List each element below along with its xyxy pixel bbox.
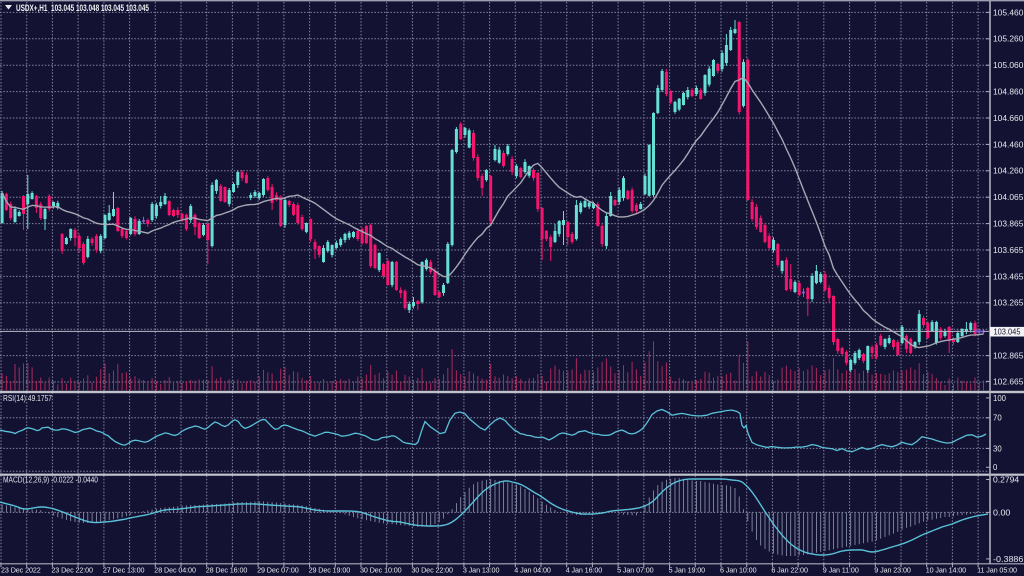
svg-text:4 Jan 16:00: 4 Jan 16:00 (566, 566, 603, 575)
svg-text:23 Dec 22:00: 23 Dec 22:00 (51, 566, 93, 575)
svg-text:3 Jan 13:00: 3 Jan 13:00 (463, 566, 500, 575)
svg-text:6 Jan 22:00: 6 Jan 22:00 (771, 566, 808, 575)
svg-text:10 Jan 14:00: 10 Jan 14:00 (926, 566, 966, 575)
svg-text:103.465: 103.465 (993, 272, 1024, 281)
svg-text:9 Jan 23:00: 9 Jan 23:00 (874, 566, 911, 575)
svg-text:104.660: 104.660 (993, 114, 1024, 123)
svg-text:4 Jan 04:00: 4 Jan 04:00 (514, 566, 551, 575)
svg-text:105.260: 105.260 (993, 35, 1024, 44)
svg-text:104.260: 104.260 (993, 167, 1024, 176)
svg-text:103.865: 103.865 (993, 220, 1024, 229)
svg-text:102.665: 102.665 (993, 377, 1024, 386)
svg-text:6 Jan 10:00: 6 Jan 10:00 (720, 566, 757, 575)
svg-text:29 Dec 19:00: 29 Dec 19:00 (309, 566, 351, 575)
svg-text:0.2794: 0.2794 (993, 475, 1020, 484)
svg-text:MACD(12,26,9) -0.0222 -0.0440: MACD(12,26,9) -0.0222 -0.0440 (3, 476, 99, 485)
svg-text:103.265: 103.265 (993, 299, 1024, 308)
svg-text:5 Jan 07:00: 5 Jan 07:00 (617, 566, 654, 575)
svg-text:30: 30 (993, 444, 1002, 453)
svg-text:104.860: 104.860 (993, 88, 1024, 97)
svg-text:100: 100 (993, 394, 1006, 403)
svg-text:11 Jan 05:00: 11 Jan 05:00 (977, 566, 1017, 575)
svg-text:-0.3886: -0.3886 (993, 555, 1024, 564)
svg-text:9 Jan 11:00: 9 Jan 11:00 (823, 566, 859, 575)
svg-text:103.045: 103.045 (994, 327, 1021, 336)
svg-text:0: 0 (993, 463, 998, 472)
svg-text:104.065: 104.065 (993, 193, 1024, 202)
svg-text:28 Dec 04:00: 28 Dec 04:00 (154, 566, 196, 575)
svg-text:104.460: 104.460 (993, 140, 1024, 149)
svg-text:70: 70 (993, 414, 1002, 423)
svg-text:30 Dec 22:00: 30 Dec 22:00 (411, 566, 453, 575)
svg-text:23 Dec 2022: 23 Dec 2022 (1, 566, 41, 575)
svg-text:RSI(14) 49.1757: RSI(14) 49.1757 (3, 394, 52, 403)
svg-text:30 Dec 10:00: 30 Dec 10:00 (360, 566, 402, 575)
svg-text:27 Dec 13:00: 27 Dec 13:00 (103, 566, 145, 575)
svg-text:102.865: 102.865 (993, 352, 1024, 361)
svg-text:0.00: 0.00 (993, 508, 1011, 517)
svg-text:29 Dec 07:00: 29 Dec 07:00 (257, 566, 299, 575)
svg-text:105.460: 105.460 (993, 8, 1024, 17)
svg-text:105.060: 105.060 (993, 61, 1024, 70)
svg-text:USDX+,H1 103.045 103.048 103.: USDX+,H1 103.045 103.048 103.045 103.045 (16, 3, 149, 13)
svg-text:5 Jan 19:00: 5 Jan 19:00 (669, 566, 706, 575)
svg-text:28 Dec 16:00: 28 Dec 16:00 (206, 566, 248, 575)
svg-text:103.665: 103.665 (993, 246, 1024, 255)
